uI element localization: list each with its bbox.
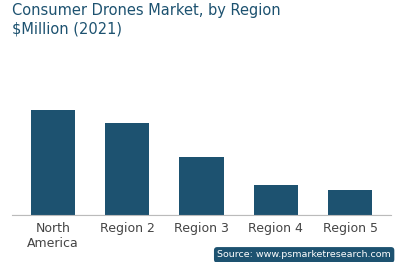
Bar (31, 110, 75, 215)
Bar (179, 157, 224, 215)
Bar (253, 185, 298, 215)
Text: Consumer Drones Market, by Region
$Million (2021): Consumer Drones Market, by Region $Milli… (12, 3, 280, 37)
Bar (105, 123, 150, 215)
Text: Source: www.psmarketresearch.com: Source: www.psmarketresearch.com (217, 250, 391, 259)
Bar (328, 190, 372, 215)
